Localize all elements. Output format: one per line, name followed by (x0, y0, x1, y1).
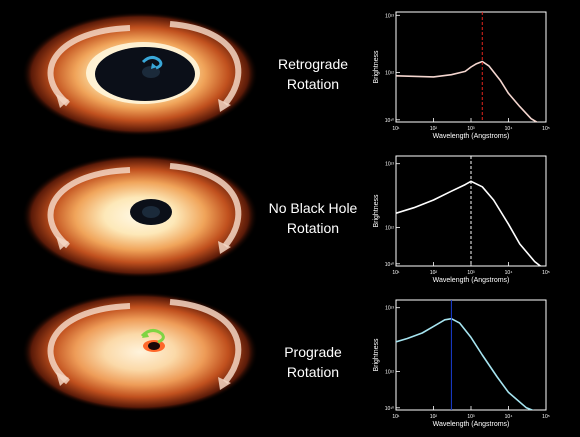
black-hole-core (148, 342, 160, 350)
disk-rotation-arrow-left-icon (47, 167, 131, 249)
spectrum-plot-prograde: 10¹ 10² 10³ 10⁴ 10⁵ 10¹³ 10¹² 10¹⁰ Wavelength (A… (360, 288, 580, 432)
x-tick-label: 10⁴ (505, 414, 513, 420)
x-axis-label: Wavelength (Angstroms) (433, 277, 510, 284)
disk-rotation-arrow-right-icon (169, 299, 242, 384)
black-hole-core (142, 66, 160, 78)
spectrum-curve (396, 60, 539, 122)
label-line1: Prograde (284, 344, 342, 360)
x-axis-label: Wavelength (Angstroms) (433, 421, 510, 428)
x-tick-label: 10² (430, 126, 438, 132)
disk-rotation-arrow-left-icon (47, 303, 131, 385)
y-tick-label: 10¹³ (385, 306, 394, 312)
x-tick-label: 10¹ (392, 414, 400, 420)
x-tick-label: 10⁴ (505, 270, 513, 276)
prograde-spin-arrow-icon (140, 329, 165, 344)
accretion-disk (22, 292, 258, 412)
plot-frame (395, 299, 547, 411)
retrograde-disk-illustration (20, 0, 270, 144)
y-tick-label: 10¹³ (385, 13, 394, 19)
x-tick-label: 10² (430, 414, 438, 420)
disk-rotation-arrow-right-icon (169, 163, 242, 248)
x-tick-label: 10⁵ (542, 126, 550, 132)
label-line1: No Black Hole (268, 200, 358, 216)
prograde-disk-illustration (20, 288, 270, 432)
black-hole-core (142, 206, 160, 218)
panel-prograde: Prograde Rotation 10¹ 10² 10³ 10⁴ 10⁵ 10¹³ 10¹… (0, 288, 580, 432)
disk-rotation-arrow-left-icon (47, 25, 131, 107)
label-line1: Retrograde (277, 56, 349, 72)
x-tick-label: 10⁴ (505, 126, 513, 132)
x-tick-label: 10² (430, 270, 438, 276)
panel-no-black-hole: No Black Hole Rotation 10¹ 10² 10³ 10⁴ 10⁵ 10… (0, 144, 580, 288)
x-tick-label: 10⁵ (542, 270, 550, 276)
panel-retrograde: Retrograde Rotation 10¹ 10² 10³ 10⁴ 10⁵ 10¹⁰ 1… (0, 0, 580, 144)
x-tick-label: 10³ (467, 414, 475, 420)
spectrum-curve (396, 180, 542, 266)
x-tick-label: 10³ (467, 270, 475, 276)
disk-rotation-arrow-right-icon (169, 21, 242, 106)
panel-label-prograde: Prograde Rotation (258, 342, 368, 382)
y-tick-label: 10¹⁰ (385, 118, 394, 124)
spectrum-plot-no-black-hole: 10¹ 10² 10³ 10⁴ 10⁵ 10¹³ 10¹² 10¹⁰ Wavelength (A… (360, 144, 580, 288)
panel-label-no-black-hole: No Black Hole Rotation (258, 198, 368, 238)
retrograde-spin-arrow-icon (141, 55, 163, 70)
spectrum-curve (396, 317, 535, 410)
spectrum-plot-retrograde: 10¹ 10² 10³ 10⁴ 10⁵ 10¹⁰ 10¹² 10¹³ Wavelength (A… (360, 0, 580, 144)
panel-label-retrograde: Retrograde Rotation (258, 54, 368, 94)
label-line2: Rotation (286, 364, 340, 380)
y-tick-label: 10¹³ (385, 162, 394, 168)
x-tick-label: 10¹ (392, 270, 400, 276)
y-tick-label: 10¹⁰ (385, 262, 394, 268)
y-axis-label: Brightness (373, 194, 380, 228)
label-line2: Rotation (286, 76, 340, 92)
y-axis-label: Brightness (373, 50, 380, 84)
x-tick-label: 10¹ (392, 126, 400, 132)
no-spin-disk-illustration (20, 144, 270, 288)
y-tick-label: 10¹² (385, 71, 394, 77)
y-tick-label: 10¹² (385, 226, 394, 232)
y-tick-label: 10¹² (385, 370, 394, 376)
label-line2: Rotation (286, 220, 340, 236)
x-axis-label: Wavelength (Angstroms) (433, 133, 510, 140)
x-tick-label: 10³ (467, 126, 475, 132)
y-axis-label: Brightness (373, 338, 380, 372)
x-tick-label: 10⁵ (542, 414, 550, 420)
y-tick-label: 10¹⁰ (385, 406, 394, 412)
